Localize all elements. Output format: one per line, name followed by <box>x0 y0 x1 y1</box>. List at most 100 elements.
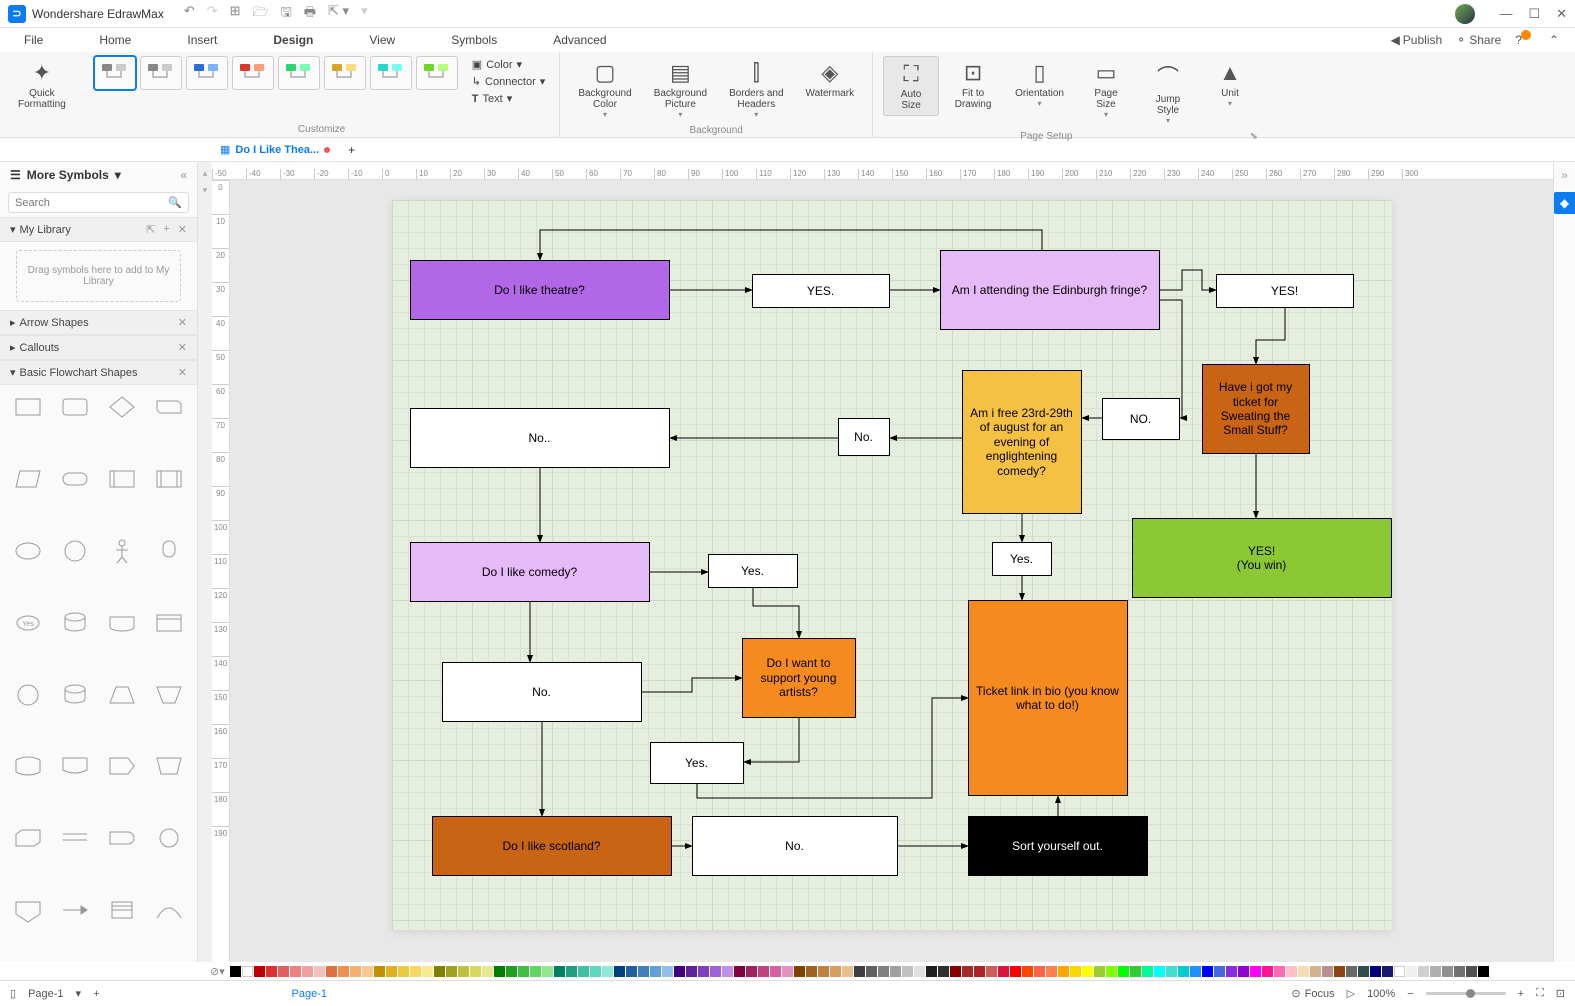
background-color-button[interactable]: ▢Background Color▾ <box>570 56 639 123</box>
color-swatch[interactable] <box>986 966 997 977</box>
tab-advanced[interactable]: Advanced <box>545 29 614 51</box>
color-swatch[interactable] <box>1466 966 1477 977</box>
theme-swatch[interactable] <box>140 56 182 90</box>
color-swatch[interactable] <box>890 966 901 977</box>
print-icon[interactable]: 🖶 <box>304 3 316 25</box>
shape-stencil[interactable] <box>148 822 189 854</box>
shape-stencil[interactable] <box>55 679 96 711</box>
flowchart-node[interactable]: Do I like theatre? <box>410 260 670 320</box>
close-section-icon[interactable]: ✕ <box>178 223 187 236</box>
import-icon[interactable]: ⇱ <box>146 223 155 236</box>
color-swatch[interactable] <box>1010 966 1021 977</box>
tab-insert[interactable]: Insert <box>179 29 225 51</box>
shape-stencil[interactable] <box>102 894 143 926</box>
flowchart-node[interactable]: Ticket link in bio (you know what to do!… <box>968 600 1128 796</box>
theme-swatch[interactable] <box>370 56 412 90</box>
zoom-out-icon[interactable]: − <box>1407 988 1413 1000</box>
search-icon[interactable]: 🔍 <box>168 196 182 209</box>
canvas-viewport[interactable]: Do I like theatre? YES. Am I attending the… <box>230 180 1553 962</box>
shape-stencil[interactable] <box>148 750 189 782</box>
page-nav-icon[interactable]: ▯ <box>10 987 16 1000</box>
theme-swatch[interactable] <box>232 56 274 90</box>
orientation-button[interactable]: ▯Orientation▾ <box>1007 56 1072 112</box>
color-swatch[interactable] <box>578 966 589 977</box>
add-icon[interactable]: + <box>163 223 169 236</box>
flowchart-node[interactable]: No. <box>838 418 890 456</box>
borders-headers-button[interactable]: ⫿Borders and Headers▾ <box>721 56 791 123</box>
color-swatch[interactable] <box>302 966 313 977</box>
color-swatch[interactable] <box>590 966 601 977</box>
color-swatch[interactable] <box>326 966 337 977</box>
color-swatch[interactable] <box>974 966 985 977</box>
color-swatch[interactable] <box>1046 966 1057 977</box>
save-icon[interactable]: 🖫 <box>281 3 292 25</box>
shape-stencil[interactable] <box>8 679 49 711</box>
basic-flowchart-section[interactable]: ▾ Basic Flowchart Shapes✕ <box>0 360 197 385</box>
color-swatch[interactable] <box>1118 966 1129 977</box>
fit-drawing-button[interactable]: ⊡Fit to Drawing <box>945 56 1001 114</box>
shape-stencil[interactable] <box>102 679 143 711</box>
shape-stencil[interactable] <box>102 535 143 567</box>
callouts-section[interactable]: ▸ Callouts✕ <box>0 335 197 360</box>
color-swatch[interactable] <box>290 966 301 977</box>
shape-stencil[interactable] <box>8 391 49 423</box>
color-swatch[interactable] <box>1058 966 1069 977</box>
color-swatch[interactable] <box>602 966 613 977</box>
color-swatch[interactable] <box>422 966 433 977</box>
color-swatch[interactable] <box>1190 966 1201 977</box>
color-swatch[interactable] <box>1178 966 1189 977</box>
shape-stencil[interactable] <box>55 463 96 495</box>
color-swatch[interactable] <box>554 966 565 977</box>
arrow-shapes-section[interactable]: ▸ Arrow Shapes✕ <box>0 310 197 335</box>
color-swatch[interactable] <box>314 966 325 977</box>
color-swatch[interactable] <box>962 966 973 977</box>
color-swatch[interactable] <box>1394 966 1405 977</box>
flowchart-node[interactable]: Do I like scotland? <box>432 816 672 876</box>
flowchart-node[interactable]: Yes. <box>992 542 1052 576</box>
flowchart-node[interactable]: No.. <box>410 408 670 468</box>
color-swatch[interactable] <box>1226 966 1237 977</box>
color-swatch[interactable] <box>1094 966 1105 977</box>
flowchart-node[interactable]: Have i got my ticket for Sweating the Sm… <box>1202 364 1310 454</box>
theme-swatch[interactable] <box>324 56 366 90</box>
color-swatch[interactable] <box>1106 966 1117 977</box>
shape-stencil[interactable] <box>148 894 189 926</box>
shape-stencil[interactable] <box>8 894 49 926</box>
color-swatch[interactable] <box>1346 966 1357 977</box>
color-swatch[interactable] <box>530 966 541 977</box>
shape-stencil[interactable] <box>102 750 143 782</box>
color-swatch[interactable] <box>506 966 517 977</box>
shape-stencil[interactable] <box>148 607 189 639</box>
color-swatch[interactable] <box>626 966 637 977</box>
nofill-icon[interactable]: ⊘▾ <box>210 965 225 978</box>
theme-swatch[interactable] <box>186 56 228 90</box>
tab-design[interactable]: Design <box>265 29 321 51</box>
flowchart-node[interactable]: YES. <box>752 274 890 308</box>
color-swatch[interactable] <box>1322 966 1333 977</box>
color-swatch[interactable] <box>1478 966 1489 977</box>
shape-stencil[interactable] <box>102 463 143 495</box>
color-swatch[interactable] <box>830 966 841 977</box>
theme-swatch[interactable] <box>94 56 136 90</box>
color-swatch[interactable] <box>938 966 949 977</box>
color-swatch[interactable] <box>842 966 853 977</box>
color-swatch[interactable] <box>1214 966 1225 977</box>
more-icon[interactable]: ▾ <box>361 3 368 25</box>
flowchart-node[interactable]: Am I attending the Edinburgh fringe? <box>940 250 1160 330</box>
maximize-icon[interactable]: ☐ <box>1528 6 1540 22</box>
color-swatch[interactable] <box>1262 966 1273 977</box>
color-swatch[interactable] <box>662 966 673 977</box>
my-library-section[interactable]: ▾ My Library⇱+✕ <box>0 217 197 242</box>
close-icon[interactable]: ✕ <box>1556 6 1567 22</box>
color-swatch[interactable] <box>1430 966 1441 977</box>
shape-stencil[interactable] <box>8 822 49 854</box>
color-swatch[interactable] <box>1406 966 1417 977</box>
flowchart-node[interactable]: NO. <box>1102 398 1180 440</box>
color-swatch[interactable] <box>398 966 409 977</box>
color-swatch[interactable] <box>266 966 277 977</box>
color-swatch[interactable] <box>1238 966 1249 977</box>
color-swatch[interactable] <box>698 966 709 977</box>
shape-stencil[interactable] <box>102 607 143 639</box>
user-avatar[interactable] <box>1455 4 1475 24</box>
color-swatch[interactable] <box>1358 966 1369 977</box>
